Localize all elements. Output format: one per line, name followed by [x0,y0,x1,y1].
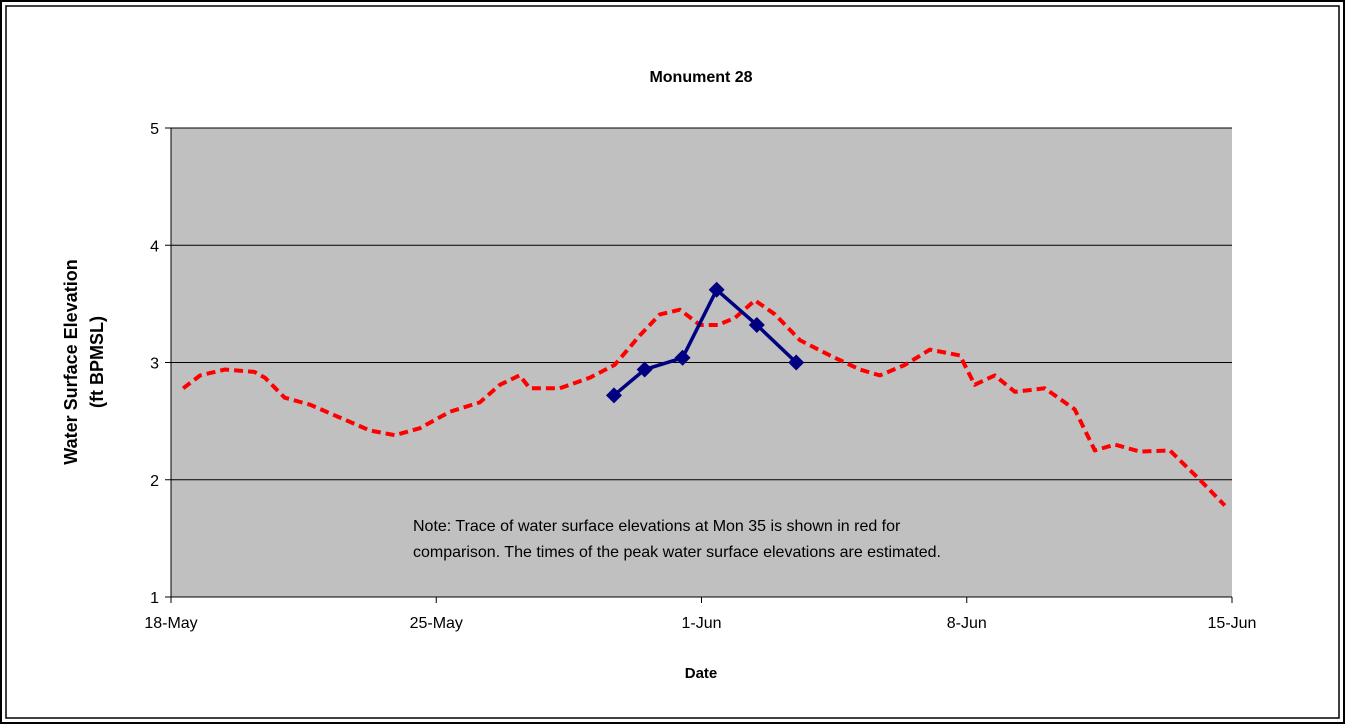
x-axis-label: Date [685,665,718,682]
y-tick-label: 5 [150,121,159,138]
data-line [612,288,798,397]
y-tick-label: 1 [150,590,159,607]
data-point [674,349,691,366]
inner-frame [5,5,1340,719]
y-tick-label: 3 [150,356,159,373]
data-point [708,281,725,298]
annotation: Note: Trace of water surface elevations … [413,518,901,535]
x-tick-label: 18-May [144,615,197,632]
annotation: comparison. The times of the peak water … [413,544,941,561]
data-point [636,361,653,378]
chart-title: Monument 28 [649,69,752,86]
y-tick-label: 2 [150,473,159,490]
y-axis-label: Water Surface Elevation [61,259,81,464]
data-point [788,354,805,371]
data-point [748,316,765,333]
x-tick-label: 15-Jun [1208,615,1257,632]
y-tick-label: 4 [150,238,159,255]
x-tick-label: 1-Jun [681,615,721,632]
data-point [605,387,622,404]
y-axis-label: (ft BPMSL) [87,316,107,408]
x-tick-label: 25-May [410,615,463,632]
x-tick-label: 8-Jun [947,615,987,632]
